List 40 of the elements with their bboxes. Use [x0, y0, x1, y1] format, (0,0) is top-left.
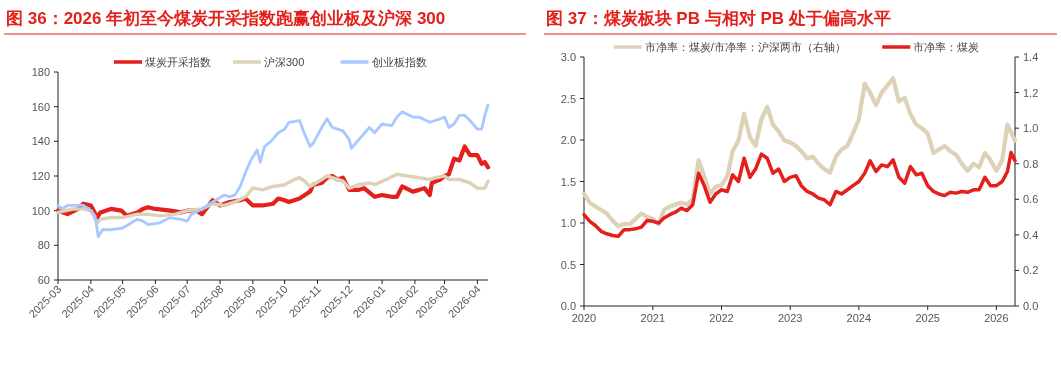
- x-tick-label: 2021: [640, 312, 666, 324]
- x-tick-label: 2024: [846, 312, 872, 324]
- y-tick-label: 80: [37, 239, 50, 252]
- y2-tick-label: 1.2: [1023, 86, 1039, 99]
- x-tick-label: 2020: [571, 312, 597, 324]
- y2-tick-label: 0.0: [1023, 300, 1039, 312]
- y2-tick-label: 0.6: [1023, 193, 1039, 206]
- y2-tick-label: 0.4: [1023, 228, 1039, 241]
- y-tick-label: 1.5: [560, 175, 576, 188]
- y-tick-label: 140: [31, 135, 50, 148]
- y-tick-label: 60: [37, 274, 50, 286]
- y-tick-label: 0.0: [560, 300, 576, 312]
- line-series: [581, 76, 1018, 229]
- y2-tick-label: 1.0: [1023, 122, 1039, 135]
- legend-label: 沪深300: [264, 56, 305, 68]
- y-tick-label: 2.0: [560, 134, 576, 146]
- y2-tick-label: 1.4: [1023, 51, 1039, 63]
- line-series: [56, 172, 490, 225]
- chart-title: 图 37：煤炭板块 PB 与相对 PB 处于偏高水平: [546, 9, 891, 28]
- x-tick-label: 2022: [709, 312, 734, 324]
- y-tick-label: 100: [31, 204, 50, 217]
- legend-label: 市净率：煤炭/市净率：沪深两市（右轴）: [644, 41, 846, 53]
- x-tick-label: 2023: [777, 312, 803, 324]
- y-tick-label: 2.5: [560, 92, 576, 105]
- legend-label: 创业板指数: [371, 56, 427, 68]
- y-tick-label: 1.0: [560, 217, 576, 229]
- y-tick-label: 180: [31, 66, 50, 78]
- legend-label: 煤炭开采指数: [145, 56, 211, 68]
- y-tick-label: 120: [31, 170, 50, 182]
- line-series: [56, 103, 490, 239]
- line-series: [582, 150, 1017, 239]
- y-tick-label: 3.0: [560, 51, 576, 63]
- y2-tick-label: 0.8: [1023, 157, 1039, 170]
- y2-tick-label: 0.2: [1023, 264, 1039, 277]
- legend-label: 市净率：煤炭: [913, 41, 980, 53]
- y-tick-label: 0.5: [560, 258, 576, 271]
- x-tick-label: 2026: [984, 312, 1009, 324]
- chart-title: 图 36：2026 年初至今煤炭开采指数跑赢创业板及沪深 300: [6, 9, 446, 28]
- y-tick-label: 160: [31, 100, 50, 113]
- x-tick-label: 2025: [915, 312, 940, 324]
